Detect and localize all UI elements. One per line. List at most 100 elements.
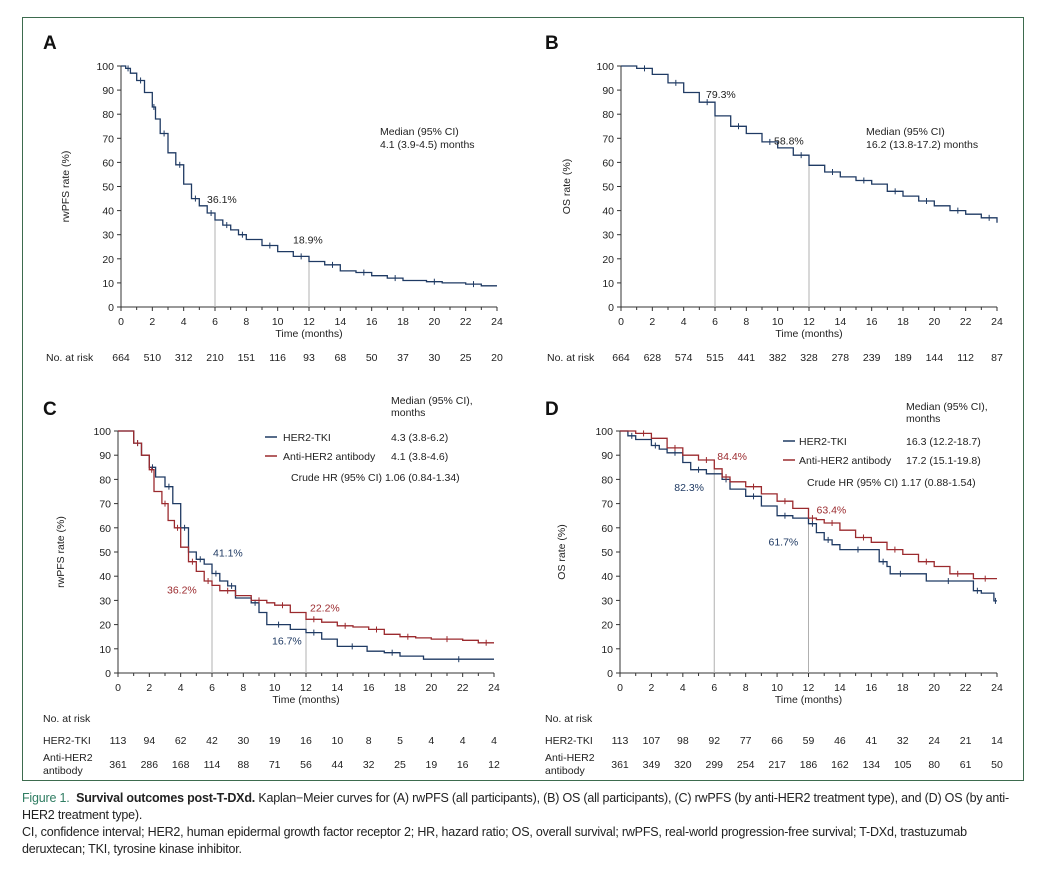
x-tick-label: 18: [397, 316, 409, 328]
x-tick-label: 0: [618, 316, 624, 328]
y-tick-label: 90: [601, 450, 613, 462]
x-tick-label: 24: [488, 682, 500, 694]
at-risk-count: 134: [863, 759, 881, 771]
survival-rate-label: 18.9%: [293, 234, 323, 246]
at-risk-count: 12: [488, 759, 500, 771]
y-tick-label: 20: [102, 254, 114, 266]
y-tick-label: 0: [607, 668, 613, 680]
at-risk-count: 32: [363, 759, 375, 771]
x-tick-label: 6: [209, 682, 215, 694]
y-tick-label: 70: [602, 133, 614, 145]
x-tick-label: 16: [363, 682, 375, 694]
median-text: Median (95% CI): [866, 126, 945, 138]
x-tick-label: 14: [331, 682, 343, 694]
y-tick-label: 70: [99, 499, 111, 511]
median-text: 16.2 (13.8-17.2) months: [866, 139, 978, 151]
x-tick-label: 4: [681, 316, 687, 328]
survival-rate-label: 22.2%: [310, 602, 340, 614]
panel-letter: C: [43, 399, 57, 420]
at-risk-count: 94: [143, 735, 155, 747]
at-risk-count: 25: [394, 759, 406, 771]
panel-letter: D: [545, 399, 559, 420]
y-tick-label: 0: [108, 302, 114, 314]
y-axis-label: rwPFS rate (%): [55, 516, 67, 588]
km-curve-anti-her2-antibody: [620, 430, 997, 580]
x-tick-label: 18: [897, 682, 909, 694]
y-tick-label: 90: [602, 85, 614, 97]
legend-label: Anti-HER2 antibody: [283, 451, 376, 463]
at-risk-count: 361: [611, 759, 629, 771]
y-tick-label: 30: [601, 595, 613, 607]
km-curve: [121, 65, 497, 287]
at-risk-count: 210: [206, 352, 224, 364]
figure-caption: Figure 1. Survival outcomes post-T-DXd. …: [22, 790, 1027, 858]
at-risk-count: 114: [204, 759, 221, 771]
at-risk-count: 8: [366, 735, 372, 747]
y-axis-label: OS rate (%): [556, 524, 568, 579]
at-risk-count: 46: [834, 735, 846, 747]
y-tick-label: 70: [102, 133, 114, 145]
at-risk-count: 312: [175, 352, 193, 364]
y-tick-label: 40: [602, 206, 614, 218]
at-risk-count: 10: [331, 735, 343, 747]
at-risk-count: 151: [238, 352, 256, 364]
y-axis-label: OS rate (%): [561, 159, 573, 214]
at-risk-header: No. at risk: [43, 713, 91, 725]
legend-label: HER2-TKI: [799, 436, 847, 448]
x-tick-label: 12: [300, 682, 312, 694]
at-risk-count: 30: [237, 735, 249, 747]
median-text: Median (95% CI): [380, 126, 459, 138]
x-tick-label: 22: [457, 682, 469, 694]
x-tick-label: 4: [181, 316, 187, 328]
at-risk-count: 80: [928, 759, 940, 771]
legend-median-value: 17.2 (15.1-19.8): [906, 455, 981, 467]
x-axis-label: Time (months): [272, 694, 339, 706]
x-tick-label: 2: [149, 316, 155, 328]
at-risk-count: 299: [705, 759, 723, 771]
x-tick-label: 24: [991, 316, 1003, 328]
x-tick-label: 10: [772, 316, 784, 328]
at-risk-count: 32: [897, 735, 909, 747]
survival-rate-label: 63.4%: [817, 505, 847, 517]
y-tick-label: 90: [102, 85, 114, 97]
at-risk-count: 68: [334, 352, 346, 364]
at-risk-count: 113: [110, 735, 127, 747]
at-risk-count: 30: [428, 352, 440, 364]
at-risk-count: 144: [926, 352, 944, 364]
x-tick-label: 24: [491, 316, 503, 328]
x-tick-label: 12: [803, 682, 815, 694]
y-axis-label: rwPFS rate (%): [60, 151, 72, 223]
at-risk-row-label: HER2-TKI: [43, 735, 91, 747]
at-risk-row-label: antibody: [43, 765, 83, 777]
survival-rate-label: 16.7%: [272, 636, 302, 648]
y-tick-label: 0: [105, 668, 111, 680]
y-tick-label: 60: [99, 523, 111, 535]
y-tick-label: 20: [602, 254, 614, 266]
legend-label: Anti-HER2 antibody: [799, 455, 892, 467]
x-tick-label: 22: [460, 316, 472, 328]
at-risk-count: 254: [737, 759, 755, 771]
at-risk-count: 44: [331, 759, 343, 771]
at-risk-count: 50: [991, 759, 1003, 771]
at-risk-count: 113: [612, 735, 629, 747]
x-tick-label: 0: [115, 682, 121, 694]
at-risk-count: 92: [708, 735, 720, 747]
caption-abbreviations: CI, confidence interval; HER2, human epi…: [22, 825, 967, 856]
y-tick-label: 50: [602, 182, 614, 194]
at-risk-count: 98: [677, 735, 689, 747]
hazard-ratio-text: Crude HR (95% CI) 1.06 (0.84-1.34): [291, 472, 460, 484]
survival-rate-label: 41.1%: [213, 548, 243, 560]
at-risk-count: 21: [960, 735, 972, 747]
at-risk-count: 4: [428, 735, 434, 747]
x-axis-label: Time (months): [775, 328, 842, 340]
at-risk-count: 56: [300, 759, 312, 771]
x-tick-label: 16: [865, 682, 877, 694]
at-risk-count: 24: [928, 735, 940, 747]
y-tick-label: 50: [102, 182, 114, 194]
at-risk-count: 62: [175, 735, 187, 747]
y-tick-label: 100: [596, 61, 614, 73]
caption-main: Figure 1. Survival outcomes post-T-DXd. …: [22, 790, 1027, 824]
at-risk-count: 382: [769, 352, 787, 364]
